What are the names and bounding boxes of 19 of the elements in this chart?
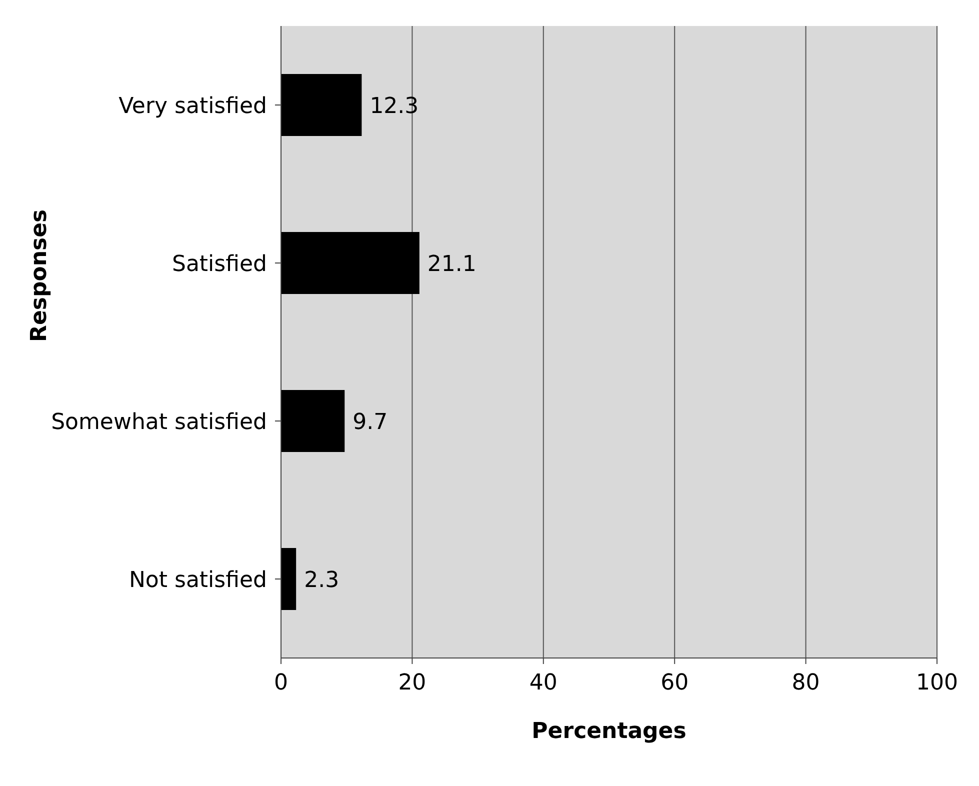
x-tick-label: 0 [274, 670, 288, 696]
x-tick-label: 60 [660, 670, 689, 696]
x-tick-label: 20 [398, 670, 426, 696]
bar [281, 232, 420, 294]
x-tick-label: 80 [792, 670, 820, 696]
x-tick-label: 100 [916, 670, 958, 696]
bar [281, 548, 296, 610]
bar [281, 390, 345, 452]
data-label: 21.1 [427, 252, 476, 277]
data-label: 2.3 [304, 568, 340, 593]
x-tick-label: 40 [529, 670, 558, 696]
data-label: 9.7 [352, 410, 388, 435]
y-tick-label: Somewhat satisfied [51, 410, 267, 435]
y-tick-label: Satisfied [172, 252, 267, 277]
x-axis-title: Percentages [532, 719, 686, 744]
y-axis-title: Responses [26, 209, 52, 342]
bar [281, 74, 362, 136]
y-tick-label: Very satisfied [118, 94, 267, 119]
y-tick-label: Not satisfied [128, 568, 267, 593]
